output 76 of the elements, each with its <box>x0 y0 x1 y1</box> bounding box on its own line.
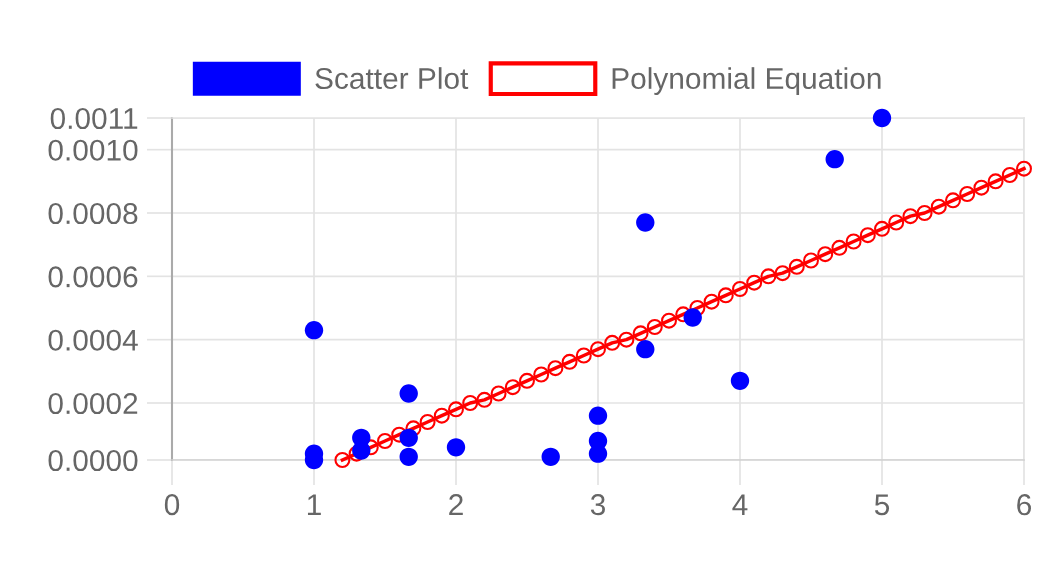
point <box>632 325 649 342</box>
point <box>547 360 564 377</box>
point <box>399 428 418 448</box>
point <box>732 281 748 297</box>
point <box>803 252 819 269</box>
point <box>717 287 734 304</box>
point <box>916 205 933 221</box>
x-tick-label: 2 <box>449 494 463 515</box>
point <box>462 395 479 411</box>
point <box>1016 160 1032 177</box>
point <box>561 353 578 370</box>
point <box>446 438 466 457</box>
x-tick-label: 0 <box>164 494 180 516</box>
point <box>987 173 1004 190</box>
x-tick-label: 5 <box>874 494 890 516</box>
point <box>588 444 608 463</box>
point <box>399 384 418 403</box>
point <box>760 268 777 285</box>
point <box>590 341 606 358</box>
y-tick-label: 0.0008 <box>48 202 138 225</box>
point <box>377 433 393 449</box>
point <box>817 246 834 263</box>
point <box>746 274 763 291</box>
point <box>504 379 521 396</box>
x-tick-label: 1 <box>307 494 321 515</box>
point <box>575 347 592 364</box>
point <box>304 320 324 340</box>
x-tick-label: 4 <box>732 494 748 515</box>
point <box>476 391 493 408</box>
point <box>541 447 560 467</box>
point <box>774 265 791 282</box>
point <box>646 319 663 335</box>
point <box>448 401 464 418</box>
point <box>973 179 990 196</box>
y-tick-label: 0.0004 <box>48 329 138 351</box>
point <box>845 233 862 250</box>
point <box>588 406 608 425</box>
point <box>959 186 976 202</box>
point <box>618 331 635 348</box>
point <box>689 300 706 316</box>
point <box>831 239 848 256</box>
point <box>604 334 621 351</box>
point <box>636 339 655 359</box>
point <box>872 108 892 128</box>
x-tick-label: 3 <box>590 494 605 516</box>
point <box>874 220 890 237</box>
point <box>888 214 905 231</box>
point <box>661 312 677 329</box>
y-tick-label: 0.0006 <box>48 266 138 288</box>
x-tick-label: 6 <box>1017 494 1031 516</box>
point <box>930 198 947 215</box>
point <box>533 366 550 383</box>
point <box>683 308 702 327</box>
point <box>405 420 422 437</box>
y-tick-label: 0.0010 <box>48 139 138 161</box>
point <box>902 208 919 225</box>
point <box>730 371 750 391</box>
y-tick-label: 0.0011 <box>50 107 138 130</box>
point <box>490 385 507 402</box>
point <box>419 414 436 430</box>
point <box>519 372 535 389</box>
point <box>703 293 720 310</box>
point <box>859 227 876 244</box>
legend-label: Scatter Plot <box>315 67 469 90</box>
point <box>433 407 450 424</box>
legend-label: Polynomial Equation <box>612 67 881 95</box>
point <box>391 426 408 443</box>
point <box>334 452 351 468</box>
point <box>945 192 961 209</box>
point <box>1001 167 1018 183</box>
point <box>788 258 805 275</box>
point <box>636 213 655 232</box>
y-tick-label: 0.0002 <box>48 392 138 415</box>
point <box>399 447 418 467</box>
point <box>825 149 844 169</box>
y-tick-label: 0.0000 <box>48 449 138 472</box>
